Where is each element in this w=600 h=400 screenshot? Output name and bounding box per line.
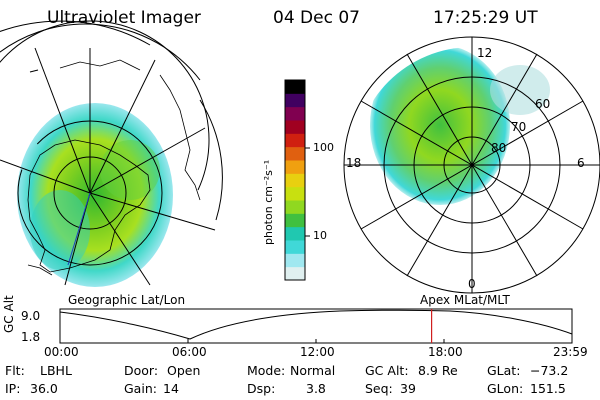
timeline-ytick-top: 9.0	[21, 309, 41, 323]
colorbar-band	[285, 266, 305, 281]
geographic-map-label: Geographic Lat/Lon	[68, 293, 186, 307]
ip-value: 36.0	[30, 381, 58, 396]
date-label: 04 Dec 07	[273, 8, 360, 28]
gc-alt-value: 8.9 Re	[418, 363, 458, 378]
colorbar-band	[285, 240, 305, 254]
mlat-80-label: 80	[491, 141, 507, 155]
timeline-xtick-1200: 12:00	[300, 345, 335, 359]
mlt-6-label: 6	[577, 156, 585, 170]
glon-label: GLon:	[487, 381, 524, 396]
seq-label: Seq:	[365, 381, 393, 396]
altitude-curve	[59, 309, 573, 340]
timeline-xtick-0000: 00:00	[44, 345, 79, 359]
blue-meridian	[67, 192, 91, 266]
colorbar-band	[285, 106, 305, 121]
time-label: 17:25:29 UT	[433, 8, 538, 28]
glat-value: −73.2	[530, 363, 569, 378]
colorbar-band	[285, 213, 305, 228]
dsp-value: 3.8	[306, 381, 326, 396]
colorbar-band	[285, 173, 305, 188]
colorbar-band	[285, 133, 305, 148]
filter-label: Flt:	[5, 363, 25, 378]
colorbar-tick-100: 100	[313, 141, 334, 154]
colorbar-band	[285, 120, 305, 134]
timeline-xtick-0600: 06:00	[172, 345, 207, 359]
colorbar-band	[285, 200, 305, 214]
colorbar-band	[285, 186, 305, 201]
gain-value: 14	[163, 381, 179, 396]
colorbar-band	[285, 93, 305, 108]
door-value: Open	[167, 363, 201, 378]
colorbar-tick-10: 10	[313, 229, 327, 242]
timeline-frame	[59, 308, 573, 344]
coastline-segment	[159, 74, 201, 201]
glon-value: 151.5	[530, 381, 566, 396]
mlt-0-label: 0	[468, 277, 476, 291]
mode-value: Normal	[290, 363, 336, 378]
antarctic-coastline	[27, 139, 151, 273]
mlt-12-label: 12	[477, 46, 493, 60]
mlat-70-label: 70	[511, 120, 527, 134]
mode-label: Mode:	[247, 363, 286, 378]
filter-value: LBHL	[40, 363, 72, 378]
timeline-xtick-2359: 23:59	[553, 345, 588, 359]
gc-alt-label: GC Alt:	[365, 363, 409, 378]
gain-label: Gain:	[124, 381, 157, 396]
glat-label: GLat:	[487, 363, 521, 378]
timeline-ticks	[59, 339, 573, 343]
colorbar-band	[285, 160, 305, 174]
colorbar-band	[285, 80, 305, 94]
latitude-rings	[0, 20, 223, 266]
timeline-ytick-bottom: 1.8	[21, 330, 41, 344]
ip-label: IP:	[5, 381, 21, 396]
mlt-18-label: 18	[346, 156, 362, 170]
door-label: Door:	[124, 363, 159, 378]
dsp-label: Dsp:	[247, 381, 276, 396]
colorbar-band	[285, 253, 305, 268]
magnetic-map-label: Apex MLat/MLT	[420, 293, 510, 307]
colorbar-band	[285, 146, 305, 161]
seq-value: 39	[400, 381, 416, 396]
timeline-xtick-1800: 18:00	[428, 345, 463, 359]
mlat-60-label: 60	[535, 97, 551, 111]
colorbar-band	[285, 226, 305, 241]
timeline-ylabel: GC Alt	[2, 295, 16, 333]
